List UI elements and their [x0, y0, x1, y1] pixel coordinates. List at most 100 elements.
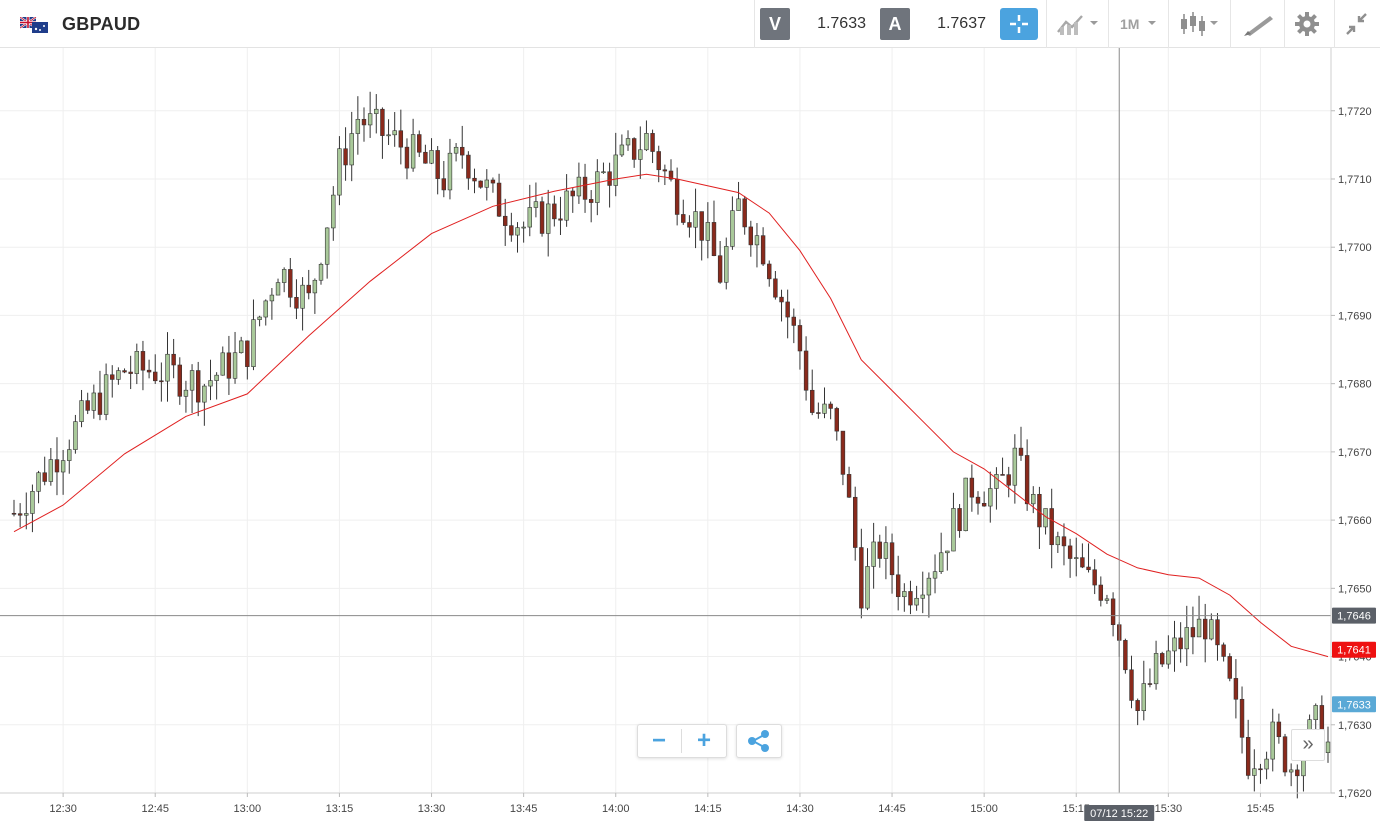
price-tick-label: 1,7710: [1338, 174, 1372, 186]
buy-price[interactable]: 1.7637: [937, 15, 986, 32]
candle-up: [232, 352, 238, 379]
time-tick-label: 13:00: [234, 803, 262, 815]
candle-down: [226, 352, 232, 379]
candle-up: [527, 207, 532, 228]
price-tags: 1,7646 1,7641 1,7633 07/12 15:22: [1084, 607, 1376, 821]
chart-type-button[interactable]: [1176, 10, 1224, 38]
candle-down: [496, 182, 502, 217]
crosshair-button[interactable]: [1000, 8, 1038, 40]
candle-up: [202, 385, 207, 403]
time-tick-label: 13:30: [418, 803, 446, 815]
candle-up: [269, 294, 275, 302]
candle-down: [466, 154, 471, 179]
candle-up: [24, 513, 29, 516]
candlestick-icon: [1181, 12, 1218, 36]
candle-down: [288, 269, 293, 298]
candle-down: [748, 226, 754, 246]
double-chevron-right-icon: »: [1302, 733, 1314, 755]
candle-down: [1067, 545, 1073, 559]
candle-down: [1239, 698, 1245, 738]
candle-up: [1031, 493, 1036, 505]
candle-up: [932, 571, 938, 579]
candle-up: [1153, 653, 1159, 685]
candle-down: [687, 222, 692, 228]
candle-down: [717, 255, 723, 283]
price-tick-label: 1,7720: [1338, 106, 1372, 118]
candle-down: [509, 225, 514, 236]
collapse-arrows-icon: [1346, 13, 1367, 35]
crosshair-time-label: 07/12 15:22: [1090, 808, 1148, 820]
candle-up: [951, 508, 956, 552]
bid-price-label: 1,7633: [1337, 699, 1371, 711]
candle-down: [1092, 569, 1097, 586]
candle-down: [1098, 584, 1104, 601]
candle-up: [1012, 447, 1018, 486]
candle-down: [361, 118, 367, 126]
chart-area[interactable]: 1,76201,76301,76401,76501,76601,76701,76…: [0, 48, 1380, 824]
toolbar-divider: [754, 0, 755, 48]
candle-down: [558, 218, 563, 221]
price-tick-label: 1,7670: [1338, 447, 1372, 459]
candle-up: [1074, 557, 1079, 559]
time-tick-label: 15:45: [1247, 803, 1275, 815]
price-axis: 1,76201,76301,76401,76501,76601,76701,76…: [1331, 106, 1372, 800]
candle-down: [1227, 656, 1232, 679]
candle-down: [122, 370, 127, 373]
candle-up: [1270, 721, 1275, 760]
zoom-out-button[interactable]: −: [651, 727, 666, 754]
candle-down: [177, 364, 182, 397]
price-tick-label: 1,7650: [1338, 583, 1372, 595]
price-tick-label: 1,7680: [1338, 379, 1372, 391]
candle-down: [1202, 618, 1208, 640]
candle-up: [48, 459, 54, 482]
candle-down: [1110, 598, 1116, 625]
candle-up: [281, 269, 287, 283]
candle-up: [1313, 705, 1318, 721]
collapse-button[interactable]: [1342, 10, 1372, 38]
candle-down: [975, 496, 981, 504]
candle-up: [349, 133, 354, 166]
candle-up: [324, 227, 330, 265]
candle-up: [300, 284, 305, 309]
candle-down: [674, 178, 680, 215]
candle-down: [294, 297, 299, 309]
candle-down: [398, 130, 404, 148]
candle-up: [312, 279, 318, 294]
candle-up: [736, 198, 741, 211]
buy-badge[interactable]: A: [880, 8, 910, 40]
candle-up: [1209, 619, 1214, 640]
candle-up: [724, 246, 729, 283]
candle-down: [588, 199, 594, 203]
candle-up: [429, 150, 434, 164]
candle-down: [1147, 683, 1153, 685]
timeframe-button[interactable]: 1M: [1118, 10, 1162, 38]
scroll-to-latest-button[interactable]: »: [1291, 729, 1325, 761]
drawing-tools-button[interactable]: [1240, 10, 1280, 38]
sell-price[interactable]: 1.7633: [817, 15, 866, 32]
candle-up: [521, 226, 526, 229]
candle-up: [988, 488, 993, 507]
candle-up: [938, 552, 944, 572]
candle-down: [1221, 644, 1226, 657]
candle-up: [275, 282, 281, 296]
candlestick-chart[interactable]: 1,76201,76301,76401,76501,76601,76701,76…: [0, 48, 1380, 824]
candle-up: [1252, 768, 1257, 776]
share-button[interactable]: [736, 724, 782, 758]
price-tick-label: 1,7690: [1338, 310, 1372, 322]
settings-button[interactable]: [1292, 10, 1324, 38]
candle-down: [1000, 474, 1005, 476]
candle-down: [816, 412, 821, 414]
candle-up: [60, 460, 66, 473]
candle-down: [1190, 627, 1196, 638]
candle-down: [539, 201, 545, 234]
candle-down: [810, 389, 815, 413]
sell-badge[interactable]: V: [760, 8, 790, 40]
candle-down: [570, 190, 575, 197]
zoom-in-button[interactable]: +: [696, 727, 711, 754]
price-tick-label: 1,7630: [1338, 720, 1372, 732]
indicators-button[interactable]: [1056, 10, 1102, 38]
candle-up: [251, 319, 256, 367]
candle-down: [417, 134, 422, 153]
chevron-down-icon: [1148, 21, 1156, 25]
candle-up: [705, 222, 711, 241]
